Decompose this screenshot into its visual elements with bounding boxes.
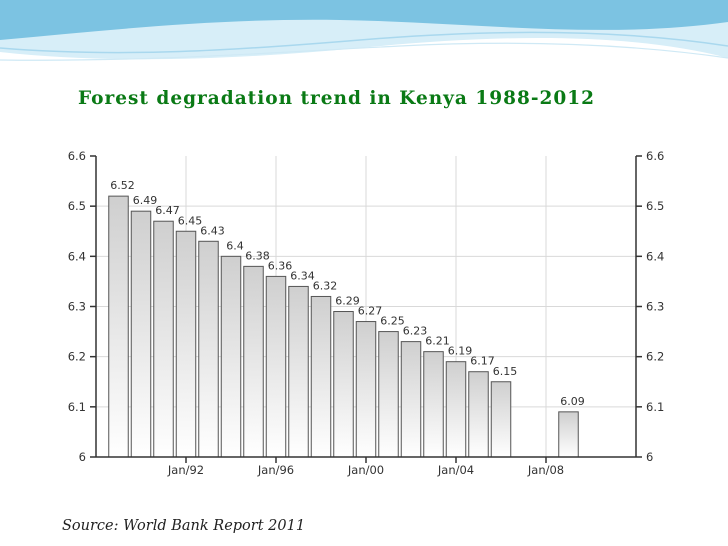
data-label: 6.27 [358, 305, 383, 318]
bar [198, 240, 219, 458]
x-tick-label: Jan/08 [527, 463, 564, 477]
y-tick-label-right: 6.4 [646, 249, 664, 263]
bars [108, 195, 579, 458]
bar [243, 265, 264, 458]
bar [558, 411, 579, 458]
bar [175, 230, 197, 458]
y-tick-label-left: 6.4 [68, 249, 86, 263]
data-label: 6.49 [133, 194, 158, 207]
axes [90, 155, 642, 463]
y-tick-label-right: 6.1 [646, 400, 664, 414]
data-label: 6.47 [155, 204, 180, 217]
data-label: 6.52 [110, 179, 135, 192]
x-tick-label: Jan/00 [347, 463, 384, 477]
bar [220, 255, 242, 458]
tick-labels: 6 6 6.1 6.1 6.2 6.2 6.3 6.3 6.4 6.4 6.5 6.5 6.6 6.6 Ja… [68, 149, 665, 477]
data-label: 6.32 [313, 279, 338, 292]
x-tick-label: Jan/04 [437, 463, 474, 477]
bar [468, 371, 489, 458]
y-tick-label-right: 6 [646, 450, 653, 464]
data-label: 6.36 [268, 259, 293, 272]
bar [400, 341, 422, 458]
data-label: 6.4 [226, 239, 244, 252]
data-label: 6.34 [290, 269, 315, 282]
y-tick-label-left: 6.5 [68, 199, 86, 213]
data-label: 6.23 [403, 325, 428, 338]
bar [445, 361, 467, 458]
data-label: 6.29 [335, 295, 360, 308]
data-label: 6.17 [470, 355, 495, 368]
data-label: 6.21 [425, 335, 450, 348]
y-tick-label-left: 6 [79, 450, 86, 464]
bar [378, 331, 399, 458]
bar [355, 321, 377, 458]
header-wave-line-2 [0, 42, 728, 61]
header-wave-line [0, 31, 728, 54]
data-label: 6.15 [493, 365, 518, 378]
source-note: Source: World Bank Report 2011 [62, 518, 306, 534]
y-tick-label-right: 6.3 [646, 300, 664, 314]
data-label: 6.43 [200, 224, 225, 237]
data-label: 6.25 [380, 315, 405, 328]
data-label: 6.38 [245, 249, 270, 262]
y-tick-label-right: 6.6 [646, 149, 664, 163]
data-label: 6.09 [560, 395, 585, 408]
y-tick-label-left: 6.2 [68, 350, 86, 364]
bar [130, 210, 152, 458]
y-tick-label-right: 6.2 [646, 350, 664, 364]
slide-title: Forest degradation trend in Kenya 1988-2… [78, 88, 596, 109]
bar [333, 311, 354, 458]
y-tick-label-left: 6.1 [68, 400, 86, 414]
bar [288, 285, 309, 458]
data-label: 6.19 [448, 345, 473, 358]
y-tick-label-right: 6.5 [646, 199, 664, 213]
data-label: 6.45 [178, 214, 203, 227]
header-wave-dark [0, 0, 728, 40]
bar [423, 351, 444, 458]
x-tick-label: Jan/92 [167, 463, 204, 477]
y-tick-label-left: 6.6 [68, 149, 86, 163]
bar [108, 195, 129, 458]
bar [265, 275, 287, 458]
bar [490, 381, 512, 458]
y-tick-label-left: 6.3 [68, 300, 86, 314]
bar [153, 220, 174, 458]
bar [310, 295, 332, 458]
x-tick-label: Jan/96 [257, 463, 294, 477]
